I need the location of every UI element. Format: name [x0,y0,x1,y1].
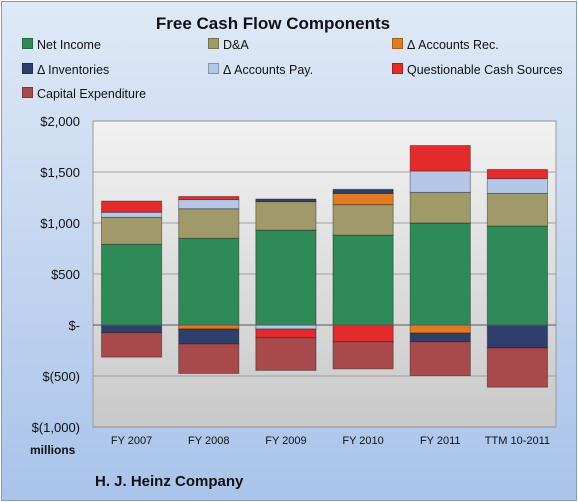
legend-item-accounts-pay: Δ Accounts Pay. [208,63,313,77]
x-tick-label: FY 2008 [188,435,229,447]
legend-item-da: D&A [208,38,249,52]
legend-item-inventories: Δ Inventories [22,63,109,77]
legend-swatch-net-income [22,38,33,49]
bar-accounts-pay [100,211,163,218]
bar-inventories [100,324,163,334]
bar-accounts-pay [486,178,549,194]
bar-da [178,208,240,239]
bar-capex [100,332,163,358]
legend-label: Δ Accounts Rec. [407,38,499,52]
bar-inventories [178,328,240,345]
legend-swatch-accounts-rec [392,38,403,49]
bar-da [409,191,471,224]
legend-label: Δ Accounts Pay. [223,63,314,77]
bar-accounts-rec [178,324,240,330]
legend-label: D&A [223,38,249,52]
legend-label: Capital Expenditure [37,87,147,101]
bar-net-income [332,234,394,326]
bar-questionable-cash [178,195,240,201]
bar-questionable-cash [100,200,163,213]
x-tick-label: TTM 10-2011 [485,435,550,447]
y-tick-label: $(500) [42,369,80,384]
y-tick-label: $1,500 [40,165,80,180]
units-label: millions [30,443,76,457]
bar-net-income [409,222,471,326]
bar-capex [332,341,394,370]
bar-inventories [255,198,317,203]
bar-net-income [486,225,549,326]
bar-inventories [409,332,471,343]
company-name: H. J. Heinz Company [95,473,244,490]
bar-inventories [486,324,549,349]
legend-swatch-accounts-pay [208,63,219,74]
legend-swatch-capex [22,87,33,98]
bar-questionable-cash [409,144,471,172]
bar-accounts-pay [178,199,240,210]
legend-label: Questionable Cash Sources [407,63,563,77]
legend-swatch-questionable-cash [392,63,403,74]
y-tick-label: $500 [51,267,80,282]
bar-capex [409,341,471,376]
x-tick-label: FY 2010 [342,435,383,447]
bar-questionable-cash [486,168,549,180]
y-tick-label: $(1,000) [32,420,80,435]
bar-accounts-rec [332,192,394,206]
legend-item-capex: Capital Expenditure [22,87,146,101]
x-tick-label: FY 2007 [111,435,152,447]
y-tick-label: $2,000 [40,114,80,129]
bar-capex [178,343,240,374]
legend-label: Net Income [37,38,101,52]
bar-da [255,201,317,231]
y-tick-label: $1,000 [40,216,80,231]
y-tick-label: $- [68,318,80,333]
bar-accounts-pay [409,170,471,193]
bar-net-income [178,237,240,326]
bar-inventories [332,188,394,194]
bar-net-income [100,243,163,326]
legend-label: Δ Inventories [37,63,110,77]
x-tick-label: FY 2011 [420,435,461,447]
bar-accounts-pay [255,324,317,330]
bar-questionable-cash [255,328,317,339]
bar-da [486,192,549,227]
bar-da [332,204,394,236]
chart-title: Free Cash Flow Components [155,14,391,33]
x-tick-label: FY 2009 [265,435,306,447]
bar-questionable-cash [332,324,394,343]
bar-da [100,216,163,245]
bar-capex [486,347,549,388]
legend-swatch-da [208,38,219,49]
legend-item-accounts-rec: Δ Accounts Rec. [392,38,499,52]
legend-item-net-income: Net Income [22,38,101,52]
bar-accounts-rec [409,324,471,334]
legend-item-questionable-cash: Questionable Cash Sources [392,63,563,77]
legend-swatch-inventories [22,63,33,74]
bar-net-income [255,229,317,326]
bar-capex [255,337,317,371]
